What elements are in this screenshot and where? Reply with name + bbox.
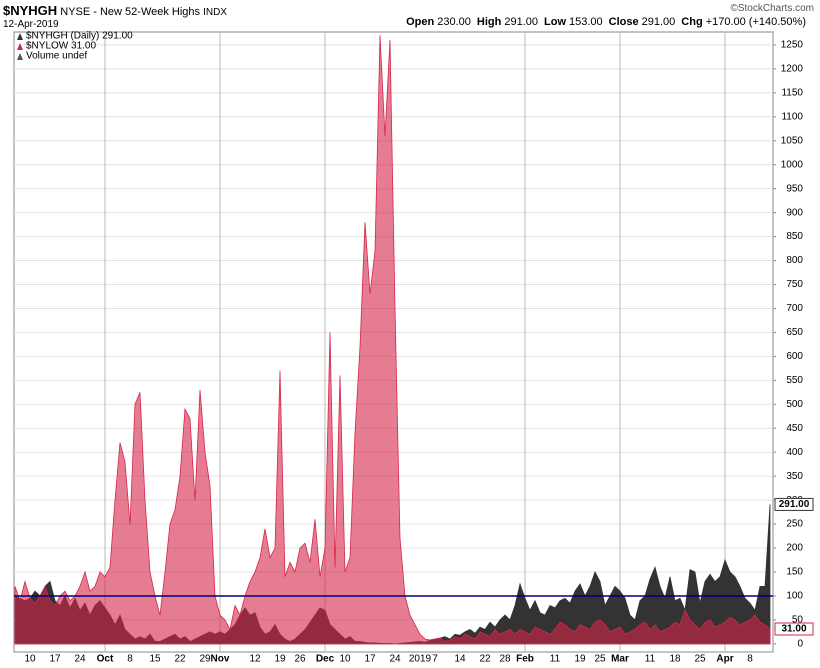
last-value-tag [774,622,814,636]
y-tick-label: 550 [786,375,803,386]
x-tick-label: 7 [432,654,438,665]
x-tick-label: Apr [716,654,733,665]
x-tick-label: 17 [49,654,61,665]
legend-label: Volume undef [26,51,87,62]
x-tick-label: 25 [694,654,706,665]
y-tick-label: 100 [786,591,803,602]
y-tick-label: 200 [786,543,803,554]
exchange: INDX [203,7,228,18]
x-tick-label: 11 [550,654,561,665]
stats: Open 230.00 High 291.00 Low 153.00 Close 291.00… [400,16,806,28]
y-tick-label: 0 [797,638,803,649]
x-tick-label: 19 [574,654,586,665]
x-tick-label: 10 [339,654,351,665]
y-tick-label: 700 [786,303,803,314]
x-tick-label: 28 [499,654,511,665]
x-tick-label: 15 [149,654,161,665]
x-tick-label: 22 [174,654,186,665]
legend-icon [17,43,23,50]
x-tick-label: 22 [479,654,491,665]
x-tick-label: Dec [316,654,335,665]
x-tick-label: Mar [611,654,629,665]
legend-icon [17,53,23,60]
stat-value: 291.00 [504,16,539,28]
y-tick-label: 50 [792,615,804,626]
x-tick-label: 26 [294,654,306,665]
y-tick-label: 1150 [781,87,803,98]
x-tick-label: 2019 [409,654,432,665]
x-tick-label: 11 [645,654,656,665]
y-tick-label: 450 [786,423,803,434]
stat-label: Chg [681,16,703,28]
date: 12-Apr-2019 [3,19,59,30]
y-tick-label: 750 [786,279,803,290]
y-tick-label: 350 [786,471,803,482]
x-tick-label: 24 [389,654,401,665]
stat-label: Close [608,16,639,28]
x-tick-label: 19 [274,654,286,665]
x-tick-label: 25 [594,654,606,665]
x-tick-label: 18 [669,654,681,665]
y-tick-label: 900 [786,207,803,218]
x-tick-label: Nov [211,654,230,665]
y-tick-label: 250 [786,519,803,530]
y-tick-label: 1000 [781,159,804,170]
stat-value: 291.00 [641,16,676,28]
x-tick-label: 14 [454,654,466,665]
x-tick-label: 8 [747,654,753,665]
last-value-label: 291.00 [779,499,810,510]
y-tick-label: 1100 [781,111,803,122]
x-tick-label: 24 [74,654,86,665]
security-name: NYSE - New 52-Week Highs [60,6,201,18]
area [14,35,771,645]
y-tick-label: 1200 [781,64,804,75]
y-tick-label: 600 [786,351,803,362]
legend-label: $NYLOW 31.00 [26,41,96,52]
stat-value: +170.00 (+140.50%) [705,16,806,28]
x-tick-label: 8 [127,654,133,665]
x-tick-label: Oct [97,654,114,665]
x-tick-label: Feb [516,654,534,665]
legend-label: $NYHGH (Daily) 291.00 [26,31,133,42]
last-value-label: 31.00 [781,624,806,635]
header-left: $NYHGH NYSE - New 52-Week Highs INDX [3,3,227,18]
stat-label: Low [544,16,567,28]
stat-label: Open [406,16,435,28]
y-tick-label: 1250 [781,40,804,51]
x-tick-label: 17 [364,654,376,665]
y-tick-label: 400 [786,447,803,458]
y-tick-label: 650 [786,327,803,338]
stat-value: 230.00 [437,16,471,28]
symbol: $NYHGH [3,3,58,18]
y-tick-label: 500 [786,399,803,410]
stat-value: 153.00 [569,16,603,28]
credit: ©StockCharts.com [730,3,814,14]
legend-icon [17,33,23,40]
last-value-tag [774,497,814,511]
y-tick-label: 150 [786,567,803,578]
y-tick-label: 800 [786,255,803,266]
y-tick-label: 1050 [781,135,804,146]
stat-label: High [476,16,502,28]
y-tick-label: 850 [786,231,803,242]
y-tick-label: 950 [786,183,803,194]
x-tick-label: 29 [199,654,211,665]
x-tick-label: 10 [24,654,36,665]
x-tick-label: 12 [249,654,261,665]
